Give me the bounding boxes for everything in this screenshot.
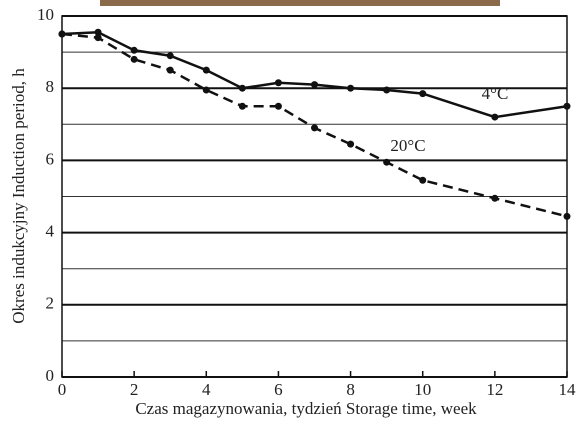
data-point <box>383 158 391 166</box>
data-point <box>202 86 210 94</box>
data-point <box>274 102 282 110</box>
data-point <box>94 28 102 36</box>
y-tick-label: 0 <box>46 366 55 385</box>
x-tick-label: 14 <box>559 380 576 399</box>
data-point <box>383 86 391 94</box>
y-tick-label: 2 <box>46 294 55 313</box>
data-point <box>347 84 355 92</box>
y-tick-label: 8 <box>46 77 55 96</box>
data-point <box>274 79 282 87</box>
x-tick-label: 0 <box>58 380 67 399</box>
data-point <box>419 90 427 98</box>
data-point <box>491 194 499 202</box>
x-tick-label: 6 <box>274 380 283 399</box>
data-point <box>419 176 427 184</box>
data-point <box>166 66 174 74</box>
y-axis-label: Okres indukcyjny Induction period, h <box>9 68 28 324</box>
y-tick-label: 6 <box>46 149 55 168</box>
data-point <box>347 140 355 148</box>
data-point <box>166 52 174 60</box>
top-banner <box>100 0 500 6</box>
data-point <box>491 113 499 121</box>
data-point <box>563 102 571 110</box>
x-tick-label: 4 <box>202 380 211 399</box>
y-tick-label: 4 <box>46 222 55 241</box>
data-point <box>563 212 571 220</box>
plot-frame <box>61 15 568 378</box>
y-tick-label: 10 <box>37 5 54 24</box>
data-point <box>130 46 138 54</box>
data-point <box>130 55 138 63</box>
data-point <box>238 102 246 110</box>
data-point <box>311 124 318 132</box>
data-point <box>311 81 318 89</box>
series-label: 4°C <box>482 84 509 103</box>
x-tick-label: 12 <box>486 380 503 399</box>
data-point <box>238 84 246 92</box>
x-tick-label: 8 <box>346 380 355 399</box>
series-line <box>61 30 568 119</box>
data-point <box>58 30 66 38</box>
x-axis-label: Czas magazynowania, tydzień Storage time… <box>135 399 477 418</box>
data-point <box>202 66 210 74</box>
series-label: 20°C <box>390 136 425 155</box>
x-tick-label: 2 <box>130 380 139 399</box>
data-point <box>94 34 102 42</box>
x-tick-label: 10 <box>414 380 431 399</box>
